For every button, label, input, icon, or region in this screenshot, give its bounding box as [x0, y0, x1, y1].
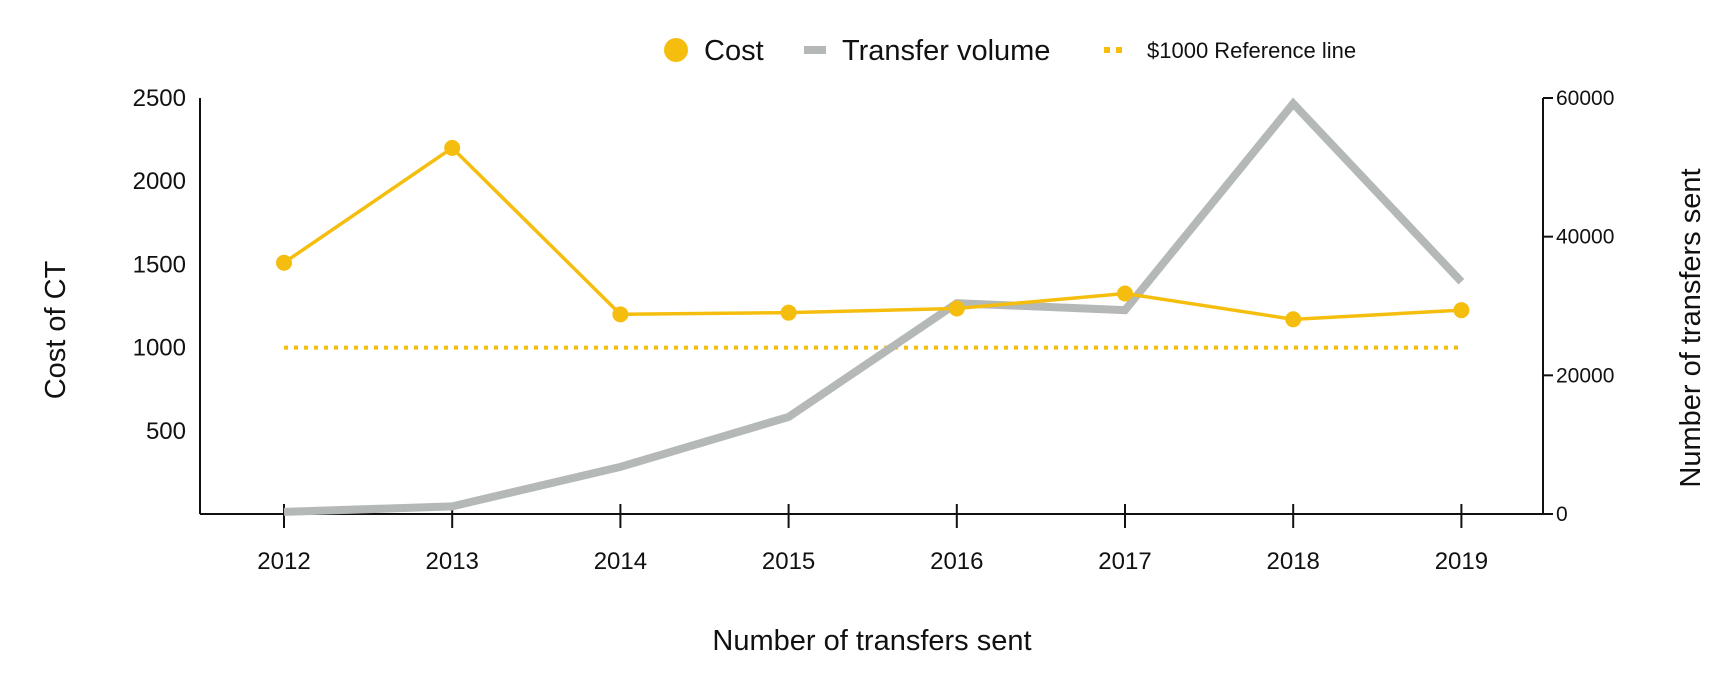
cost-point: [276, 254, 292, 271]
legend-label-transfer-volume: Transfer volume: [842, 35, 1050, 67]
x-tick-label: 2013: [426, 548, 479, 575]
y-right-tick-label: 60000: [1556, 87, 1614, 110]
y-left-tick-label: 1500: [133, 251, 186, 278]
y-right-tick-label: 0: [1556, 503, 1568, 526]
x-tick-label: 2018: [1267, 548, 1320, 575]
x-tick-label: 2012: [257, 548, 310, 575]
x-axis-title: Number of transfers sent: [712, 625, 1031, 657]
cost-point: [1285, 311, 1302, 328]
legend-label-reference-line: $1000 Reference line: [1147, 38, 1356, 63]
x-axis-ticks: 2012 2013 2014 2015 2016 2017 2018 2019: [257, 504, 1488, 575]
x-tick-label: 2019: [1435, 548, 1488, 575]
legend-label-cost: Cost: [704, 35, 764, 67]
y-axis-left-ticks: 500 1000 1500 2000 2500: [133, 85, 186, 445]
legend-marker-cost: [664, 38, 688, 62]
transfer-volume-line: [283, 97, 1465, 516]
cost-point: [444, 139, 461, 156]
x-tick-label: 2017: [1098, 548, 1151, 575]
series-layer: [276, 97, 1470, 516]
y-left-tick-label: 2000: [133, 168, 186, 195]
y-axis-right-ticks: 0 20000 40000 60000: [1543, 87, 1614, 526]
x-tick-label: 2016: [930, 548, 983, 575]
y-axis-left-title: Cost of CT: [40, 260, 72, 399]
cost-line: [283, 145, 1462, 322]
cost-point: [948, 300, 965, 317]
x-tick-label: 2015: [762, 548, 815, 575]
y-left-tick-label: 500: [146, 418, 186, 445]
cost-point: [780, 304, 797, 321]
cost-point: [1453, 302, 1470, 319]
y-left-tick-label: 2500: [133, 85, 186, 112]
cost-point: [1117, 285, 1133, 302]
x-tick-label: 2014: [594, 548, 647, 575]
y-right-tick-label: 40000: [1556, 226, 1614, 249]
y-left-tick-label: 1000: [133, 335, 186, 362]
y-axis-right-title: Number of transfers sent: [1675, 168, 1707, 487]
y-right-tick-label: 20000: [1556, 364, 1614, 387]
cost-point: [612, 306, 629, 323]
legend: Cost Transfer volume $1000 Reference lin…: [664, 35, 1356, 67]
